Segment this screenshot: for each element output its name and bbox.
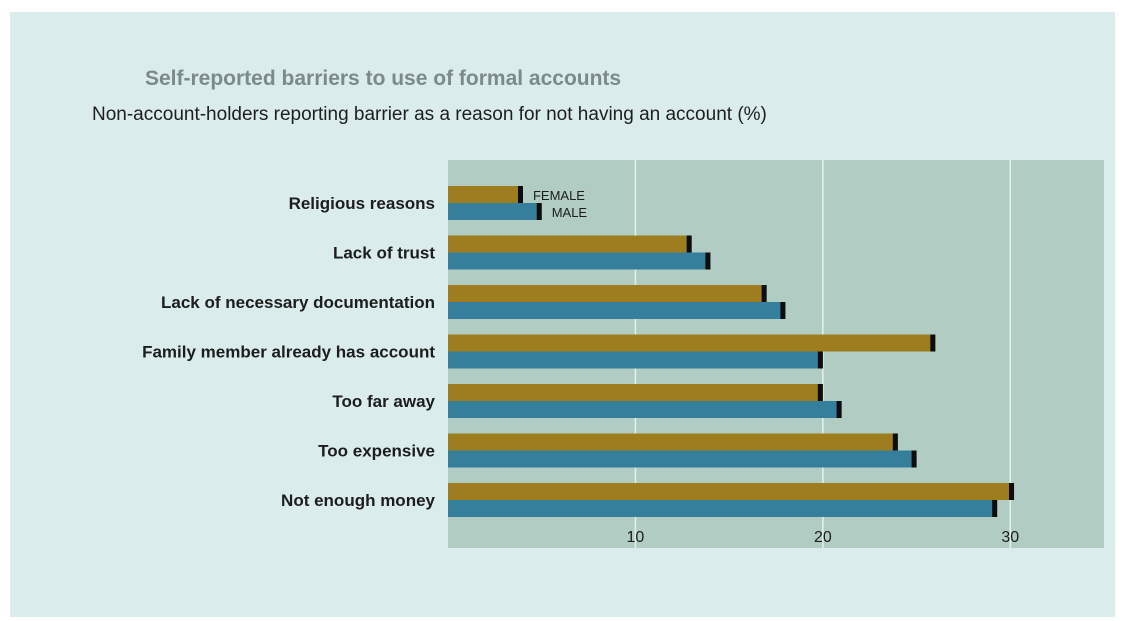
category-label: Not enough money <box>281 491 435 510</box>
category-label: Too expensive <box>318 442 435 461</box>
bar-end-marker <box>992 500 998 517</box>
category-label: Family member already has account <box>142 343 435 362</box>
bar-male-3 <box>448 351 823 369</box>
bar-female-5 <box>448 433 898 451</box>
legend-label-male: MALE <box>552 205 588 220</box>
category-label: Too far away <box>332 392 435 411</box>
bar-female-3 <box>448 334 936 352</box>
bar-end-marker <box>780 302 786 319</box>
legend-label-female: FEMALE <box>533 188 585 203</box>
x-tick-label: 10 <box>627 529 645 546</box>
bar-male-4 <box>448 401 842 418</box>
bar-end-marker <box>836 401 842 418</box>
bar-female-6 <box>448 483 1015 500</box>
category-label: Religious reasons <box>289 194 435 213</box>
bar-end-marker <box>817 351 823 369</box>
bar-female-0 <box>448 186 523 203</box>
bar-male-6 <box>448 500 998 517</box>
bars <box>448 186 1015 517</box>
bar-female-4 <box>448 384 823 401</box>
category-labels: Religious reasons Lack of trust Lack of ne… <box>142 194 435 510</box>
chart-title: Self-reported barriers to use of formal … <box>145 67 622 90</box>
bar-end-marker <box>892 433 898 451</box>
bar-end-marker <box>1009 483 1015 500</box>
bar-male-0 <box>448 203 542 220</box>
bar-end-marker <box>517 186 523 203</box>
x-tick-labels: 10 20 30 <box>627 529 1020 546</box>
bar-female-1 <box>448 235 692 253</box>
bar-male-2 <box>448 302 786 319</box>
chart-subtitle: Non-account-holders reporting barrier as… <box>92 104 767 125</box>
bar-end-marker <box>536 203 542 220</box>
category-label: Lack of necessary documentation <box>161 293 435 312</box>
bar-end-marker <box>705 252 711 270</box>
bar-end-marker <box>817 384 823 401</box>
bar-end-marker <box>686 235 692 253</box>
bar-male-5 <box>448 450 917 468</box>
bar-end-marker <box>761 285 767 302</box>
bar-female-2 <box>448 285 767 302</box>
legend: FEMALE MALE <box>533 188 587 220</box>
x-tick-label: 20 <box>814 529 832 546</box>
category-label: Lack of trust <box>333 244 435 263</box>
bar-end-marker <box>911 450 917 468</box>
bar-end-marker <box>930 334 936 352</box>
bar-male-1 <box>448 252 711 270</box>
x-tick-label: 30 <box>1001 529 1019 546</box>
